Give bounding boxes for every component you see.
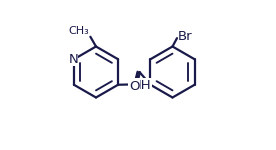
Text: Br: Br (178, 30, 192, 43)
Text: N: N (68, 53, 78, 66)
Text: O: O (129, 80, 139, 93)
Text: NH: NH (132, 79, 152, 92)
Text: CH₃: CH₃ (68, 26, 89, 36)
